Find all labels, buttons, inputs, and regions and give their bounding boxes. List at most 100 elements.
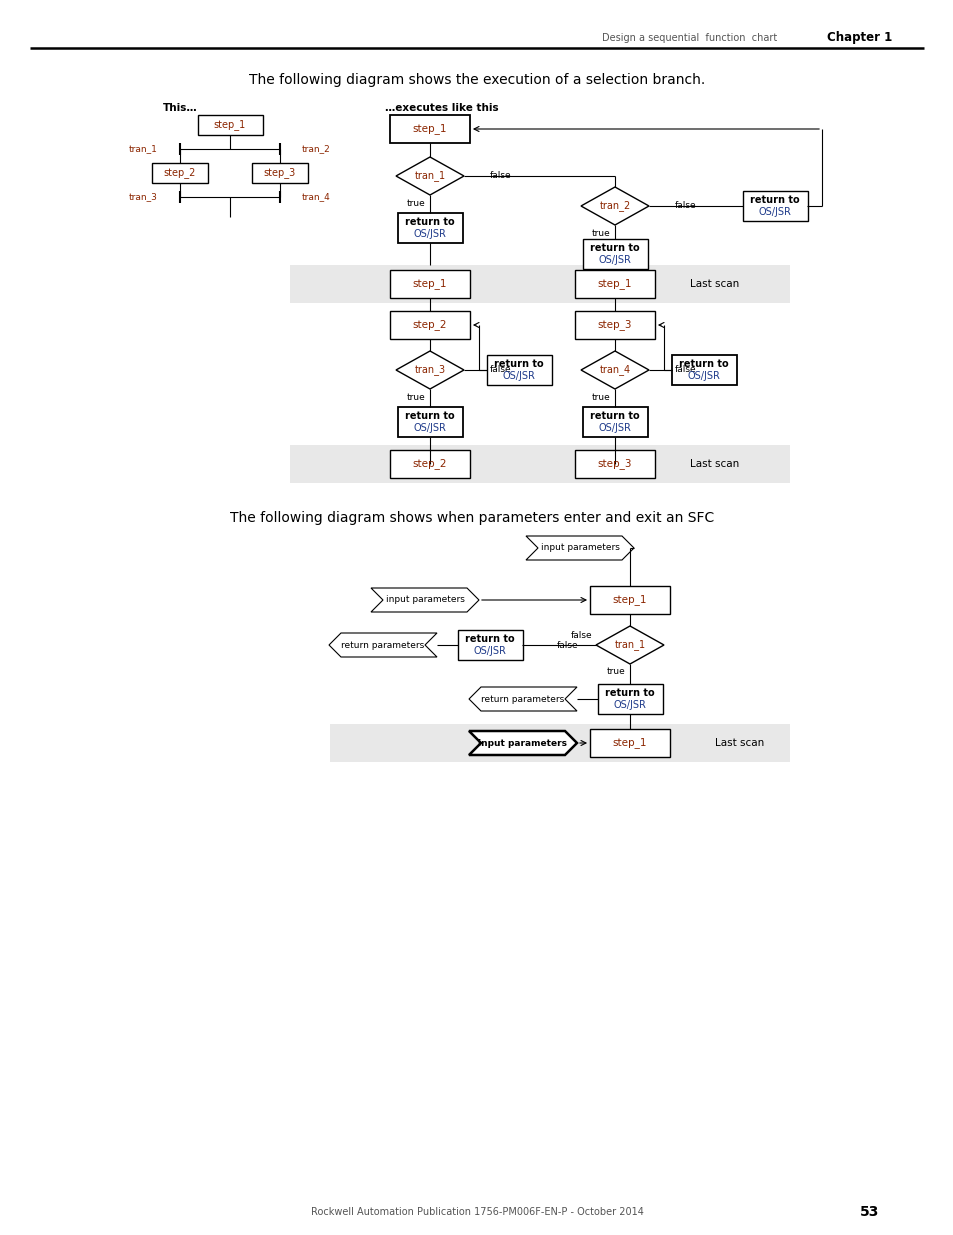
Text: OS/JSR: OS/JSR xyxy=(598,254,631,266)
Text: step_1: step_1 xyxy=(612,737,646,748)
Polygon shape xyxy=(395,157,463,195)
Text: return to: return to xyxy=(590,243,639,253)
Text: input parameters: input parameters xyxy=(385,595,464,604)
Polygon shape xyxy=(596,626,663,664)
Text: OS/JSR: OS/JSR xyxy=(613,700,646,710)
Text: Rockwell Automation Publication 1756-PM006F-EN-P - October 2014: Rockwell Automation Publication 1756-PM0… xyxy=(311,1207,642,1216)
Polygon shape xyxy=(329,634,436,657)
Bar xyxy=(397,212,462,243)
Text: tran_2: tran_2 xyxy=(302,144,331,153)
Text: return to: return to xyxy=(749,195,799,205)
Text: return to: return to xyxy=(604,688,654,698)
Bar xyxy=(390,311,470,338)
Text: false: false xyxy=(675,201,696,210)
Text: input parameters: input parameters xyxy=(540,543,618,552)
Bar xyxy=(671,354,737,385)
Text: step_3: step_3 xyxy=(598,320,632,331)
Bar xyxy=(598,684,662,714)
Bar xyxy=(582,240,647,269)
Bar xyxy=(290,266,789,303)
Text: false: false xyxy=(675,366,696,374)
Bar xyxy=(575,270,655,298)
Bar xyxy=(252,163,308,183)
Text: tran_4: tran_4 xyxy=(302,193,331,201)
Text: The following diagram shows the execution of a selection branch.: The following diagram shows the executio… xyxy=(249,73,704,86)
Polygon shape xyxy=(469,687,577,711)
Bar xyxy=(152,163,208,183)
Text: true: true xyxy=(406,393,425,401)
Text: step_1: step_1 xyxy=(612,594,646,605)
Bar xyxy=(330,724,789,762)
Bar xyxy=(457,630,522,659)
Text: OS/JSR: OS/JSR xyxy=(502,370,535,382)
Text: Last scan: Last scan xyxy=(690,459,739,469)
Text: return to: return to xyxy=(590,411,639,421)
Bar xyxy=(742,191,807,221)
Text: return parameters: return parameters xyxy=(341,641,424,650)
Polygon shape xyxy=(469,731,577,755)
Text: true: true xyxy=(591,228,610,237)
Text: OS/JSR: OS/JSR xyxy=(687,370,720,382)
Bar xyxy=(582,408,647,437)
Bar xyxy=(575,450,655,478)
Text: tran_1: tran_1 xyxy=(414,170,445,182)
Text: Chapter 1: Chapter 1 xyxy=(826,32,892,44)
Polygon shape xyxy=(395,351,463,389)
Text: Last scan: Last scan xyxy=(690,279,739,289)
Text: OS/JSR: OS/JSR xyxy=(473,646,506,656)
Text: step_3: step_3 xyxy=(598,458,632,469)
Text: Last scan: Last scan xyxy=(715,739,763,748)
Bar xyxy=(390,270,470,298)
Text: return parameters: return parameters xyxy=(481,694,564,704)
Text: false: false xyxy=(490,366,511,374)
Polygon shape xyxy=(371,588,478,613)
Text: OS/JSR: OS/JSR xyxy=(598,424,631,433)
Bar xyxy=(290,445,789,483)
Text: step_2: step_2 xyxy=(164,168,196,178)
Text: return to: return to xyxy=(465,634,515,643)
Bar xyxy=(390,450,470,478)
Text: step_1: step_1 xyxy=(598,279,632,289)
Text: OS/JSR: OS/JSR xyxy=(414,424,446,433)
Text: step_1: step_1 xyxy=(413,124,447,135)
Text: step_3: step_3 xyxy=(264,168,295,178)
Text: return to: return to xyxy=(494,359,543,369)
Bar xyxy=(575,311,655,338)
Text: 53: 53 xyxy=(860,1205,879,1219)
Text: tran_3: tran_3 xyxy=(129,193,158,201)
Text: true: true xyxy=(606,667,625,677)
Bar xyxy=(486,354,552,385)
Text: return to: return to xyxy=(679,359,728,369)
Text: Design a sequential  function  chart: Design a sequential function chart xyxy=(601,33,777,43)
Bar xyxy=(589,585,669,614)
Text: tran_2: tran_2 xyxy=(598,200,630,211)
Text: false: false xyxy=(571,631,592,640)
Text: return to: return to xyxy=(405,411,455,421)
Text: false: false xyxy=(557,641,578,650)
Text: tran_1: tran_1 xyxy=(614,640,645,651)
Bar xyxy=(589,729,669,757)
Text: tran_3: tran_3 xyxy=(414,364,445,375)
Text: tran_4: tran_4 xyxy=(598,364,630,375)
Text: true: true xyxy=(591,393,610,401)
Text: true: true xyxy=(406,199,425,207)
Text: step_2: step_2 xyxy=(413,458,447,469)
Bar xyxy=(390,115,470,143)
Text: OS/JSR: OS/JSR xyxy=(414,228,446,240)
Text: false: false xyxy=(490,172,511,180)
Text: step_1: step_1 xyxy=(413,279,447,289)
Text: return to: return to xyxy=(405,217,455,227)
Bar xyxy=(397,408,462,437)
Text: step_2: step_2 xyxy=(413,320,447,331)
Text: OS/JSR: OS/JSR xyxy=(758,207,791,217)
Text: This…: This… xyxy=(163,103,197,112)
Text: tran_1: tran_1 xyxy=(129,144,158,153)
Text: The following diagram shows when parameters enter and exit an SFC: The following diagram shows when paramet… xyxy=(230,511,714,525)
Bar xyxy=(198,115,263,135)
Polygon shape xyxy=(525,536,634,559)
Polygon shape xyxy=(580,351,648,389)
Text: input parameters: input parameters xyxy=(478,739,567,747)
Text: step_1: step_1 xyxy=(213,120,246,131)
Text: …executes like this: …executes like this xyxy=(385,103,498,112)
Polygon shape xyxy=(580,186,648,225)
